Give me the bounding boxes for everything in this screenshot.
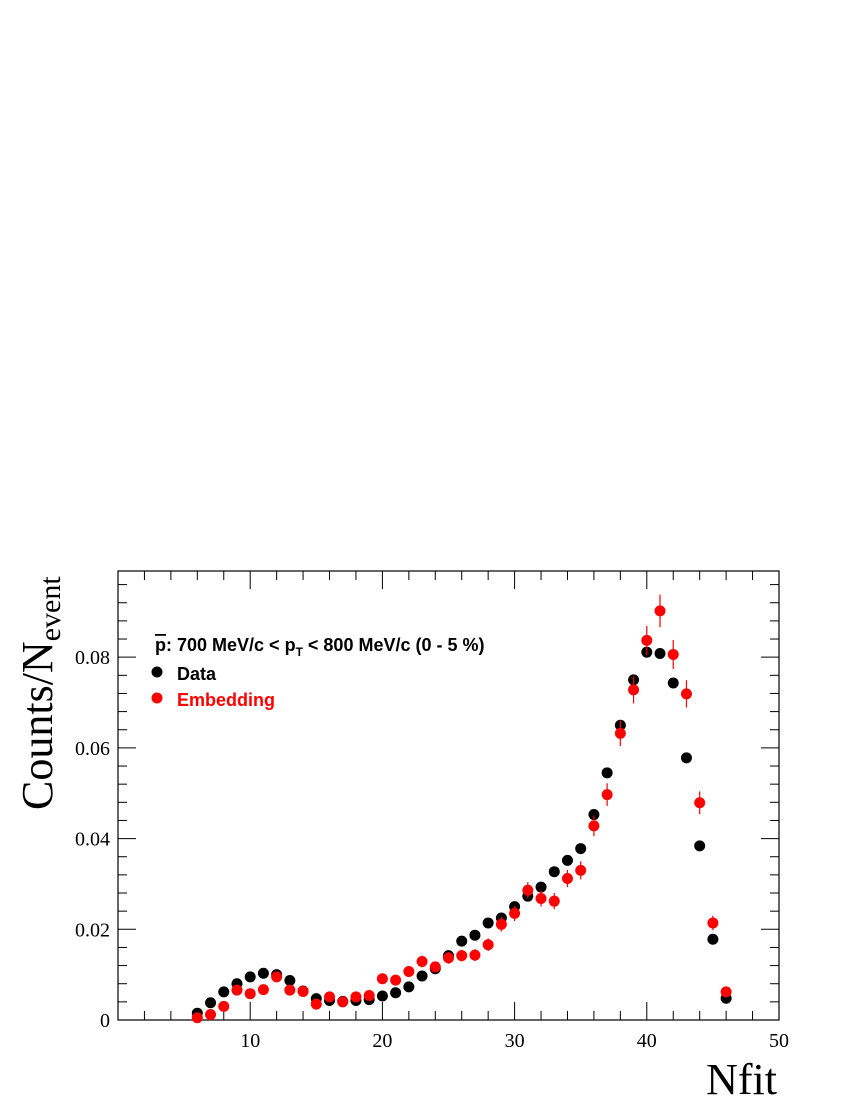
- y-axis-title-main: Counts/N: [13, 641, 62, 810]
- data-point: [535, 881, 547, 893]
- data-point: [667, 648, 679, 660]
- data-point: [231, 984, 243, 996]
- data-point: [548, 866, 560, 878]
- x-tick-label: 20: [372, 1030, 392, 1052]
- data-point: [575, 864, 587, 876]
- data-point: [482, 939, 494, 951]
- data-point: [535, 892, 547, 904]
- data-point: [191, 1012, 203, 1024]
- data-point: [628, 684, 640, 696]
- y-axis-title-sub: event: [34, 576, 67, 642]
- data-point: [720, 986, 732, 998]
- data-point: [390, 987, 402, 999]
- data-point: [561, 872, 573, 884]
- data-point: [284, 975, 296, 987]
- data-point: [218, 1000, 230, 1012]
- data-point: [469, 929, 481, 941]
- data-point: [271, 971, 283, 983]
- data-point: [403, 981, 415, 993]
- tick-labels: 10 20 30 40 50 0 0.02 0.04 0.06 0.08: [75, 647, 789, 1052]
- data-point: [561, 854, 573, 866]
- data-point: [707, 933, 719, 945]
- data-point: [205, 997, 217, 1009]
- data-point: [205, 1009, 217, 1021]
- legend-marker-data: [151, 666, 163, 678]
- data-point: [350, 991, 362, 1003]
- legend-marker-embedding: [151, 692, 163, 704]
- data-point: [588, 809, 600, 821]
- x-tick-label: 50: [769, 1030, 789, 1052]
- data-point: [522, 884, 534, 896]
- data-point: [390, 974, 402, 986]
- data-point: [443, 952, 454, 964]
- data-point: [244, 988, 256, 1000]
- y-tick-label: 0.08: [75, 647, 110, 669]
- legend-label-data: Data: [177, 664, 217, 684]
- data-point: [416, 970, 428, 982]
- data-point: [548, 895, 560, 907]
- data-point: [429, 961, 441, 973]
- data-point: [363, 990, 375, 1002]
- data-point: [641, 634, 653, 646]
- data-point: [284, 984, 296, 996]
- data-point: [509, 907, 521, 919]
- annotation-sub: T: [296, 645, 304, 659]
- x-axis-title: Nfit: [706, 1055, 777, 1100]
- data-point: [376, 973, 388, 985]
- data-point: [310, 998, 322, 1010]
- x-tick-label: 10: [240, 1030, 260, 1052]
- data-point: [680, 752, 692, 764]
- data-point: [218, 986, 230, 998]
- chart-annotation: p: 700 MeV/c < pT < 800 MeV/c (0 - 5 %): [155, 635, 485, 659]
- data-point: [257, 967, 269, 979]
- data-point: [575, 843, 587, 855]
- y-tick-label: 0.04: [75, 829, 110, 851]
- legend: Data Embedding: [151, 664, 275, 710]
- data-point: [601, 767, 613, 779]
- y-tick-label: 0.06: [75, 738, 110, 760]
- annotation-particle: p: [155, 635, 166, 655]
- data-point: [337, 996, 349, 1008]
- data-point: [456, 950, 468, 962]
- data-point: [680, 688, 692, 700]
- data-point: [257, 984, 269, 996]
- data-point: [694, 797, 706, 809]
- data-point: [694, 840, 706, 852]
- data-point: [707, 917, 719, 929]
- data-point: [588, 820, 600, 832]
- data-point: [667, 677, 679, 689]
- series-embedding: [191, 594, 732, 1024]
- data-point: [654, 648, 666, 660]
- data-point: [654, 605, 666, 617]
- axis-ticks: [118, 571, 779, 1021]
- y-axis-title: Counts/Nevent: [13, 576, 67, 810]
- data-point: [376, 990, 388, 1002]
- annotation-mid: : 700 MeV/c < p: [166, 635, 296, 655]
- data-point: [403, 965, 415, 977]
- x-tick-label: 40: [637, 1030, 657, 1052]
- data-marks: [191, 594, 732, 1024]
- legend-label-embedding: Embedding: [177, 690, 275, 710]
- data-point: [324, 991, 336, 1003]
- data-point: [482, 917, 494, 929]
- y-tick-label: 0.02: [75, 919, 110, 941]
- data-point: [244, 971, 256, 983]
- data-point: [416, 955, 428, 967]
- x-tick-label: 30: [505, 1030, 525, 1052]
- data-point: [456, 935, 468, 947]
- plot-frame: [117, 570, 780, 1021]
- annotation-suffix: < 800 MeV/c (0 - 5 %): [303, 635, 485, 655]
- y-tick-label: 0: [100, 1010, 110, 1032]
- data-point: [601, 789, 613, 801]
- data-point: [297, 985, 309, 997]
- data-point: [469, 949, 481, 961]
- data-point: [495, 918, 507, 930]
- data-point: [614, 727, 626, 739]
